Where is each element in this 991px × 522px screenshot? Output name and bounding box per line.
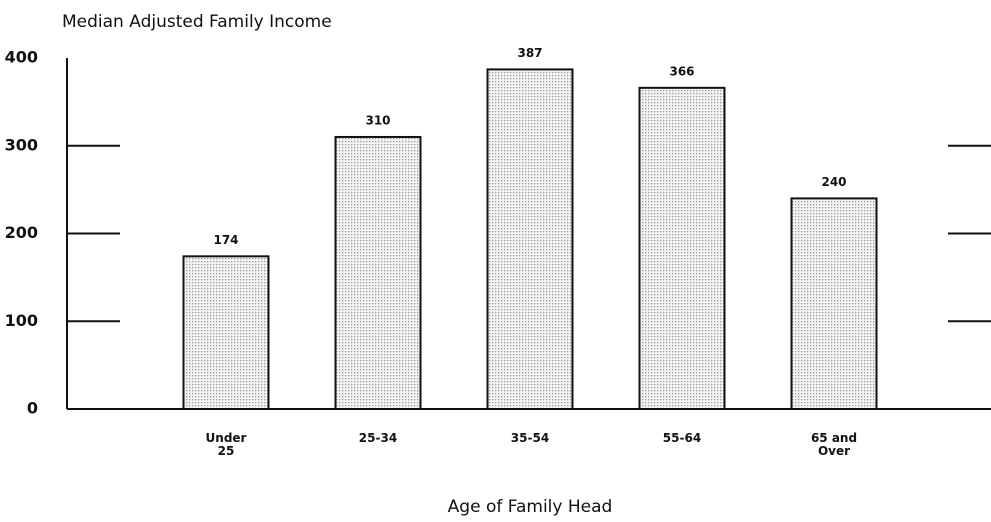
y-tick-label: 200 bbox=[5, 223, 38, 242]
bar bbox=[638, 86, 726, 411]
value-label: 366 bbox=[669, 64, 694, 78]
bar bbox=[486, 68, 574, 410]
value-label: 240 bbox=[821, 175, 846, 189]
value-label: 174 bbox=[213, 233, 238, 247]
x-tick-label: 55-64 bbox=[662, 431, 702, 445]
y-tick-label: 400 bbox=[5, 48, 38, 67]
bar bbox=[790, 197, 878, 410]
x-tick-label: Under 25 bbox=[205, 431, 247, 458]
x-tick-label: 65 and Over bbox=[810, 431, 858, 458]
y-tick-label: 100 bbox=[5, 311, 38, 330]
chart-title: Median Adjusted Family Income bbox=[62, 12, 332, 32]
value-label: 387 bbox=[517, 46, 542, 60]
x-tick-label: 25-34 bbox=[358, 431, 398, 445]
y-tick-label: 0 bbox=[27, 399, 38, 418]
bar bbox=[182, 255, 270, 410]
y-tick-label: 300 bbox=[5, 135, 38, 154]
x-tick-label: 35-54 bbox=[510, 431, 550, 445]
x-axis-label: Age of Family Head bbox=[448, 497, 613, 517]
value-label: 310 bbox=[365, 113, 390, 127]
bar bbox=[334, 135, 422, 410]
